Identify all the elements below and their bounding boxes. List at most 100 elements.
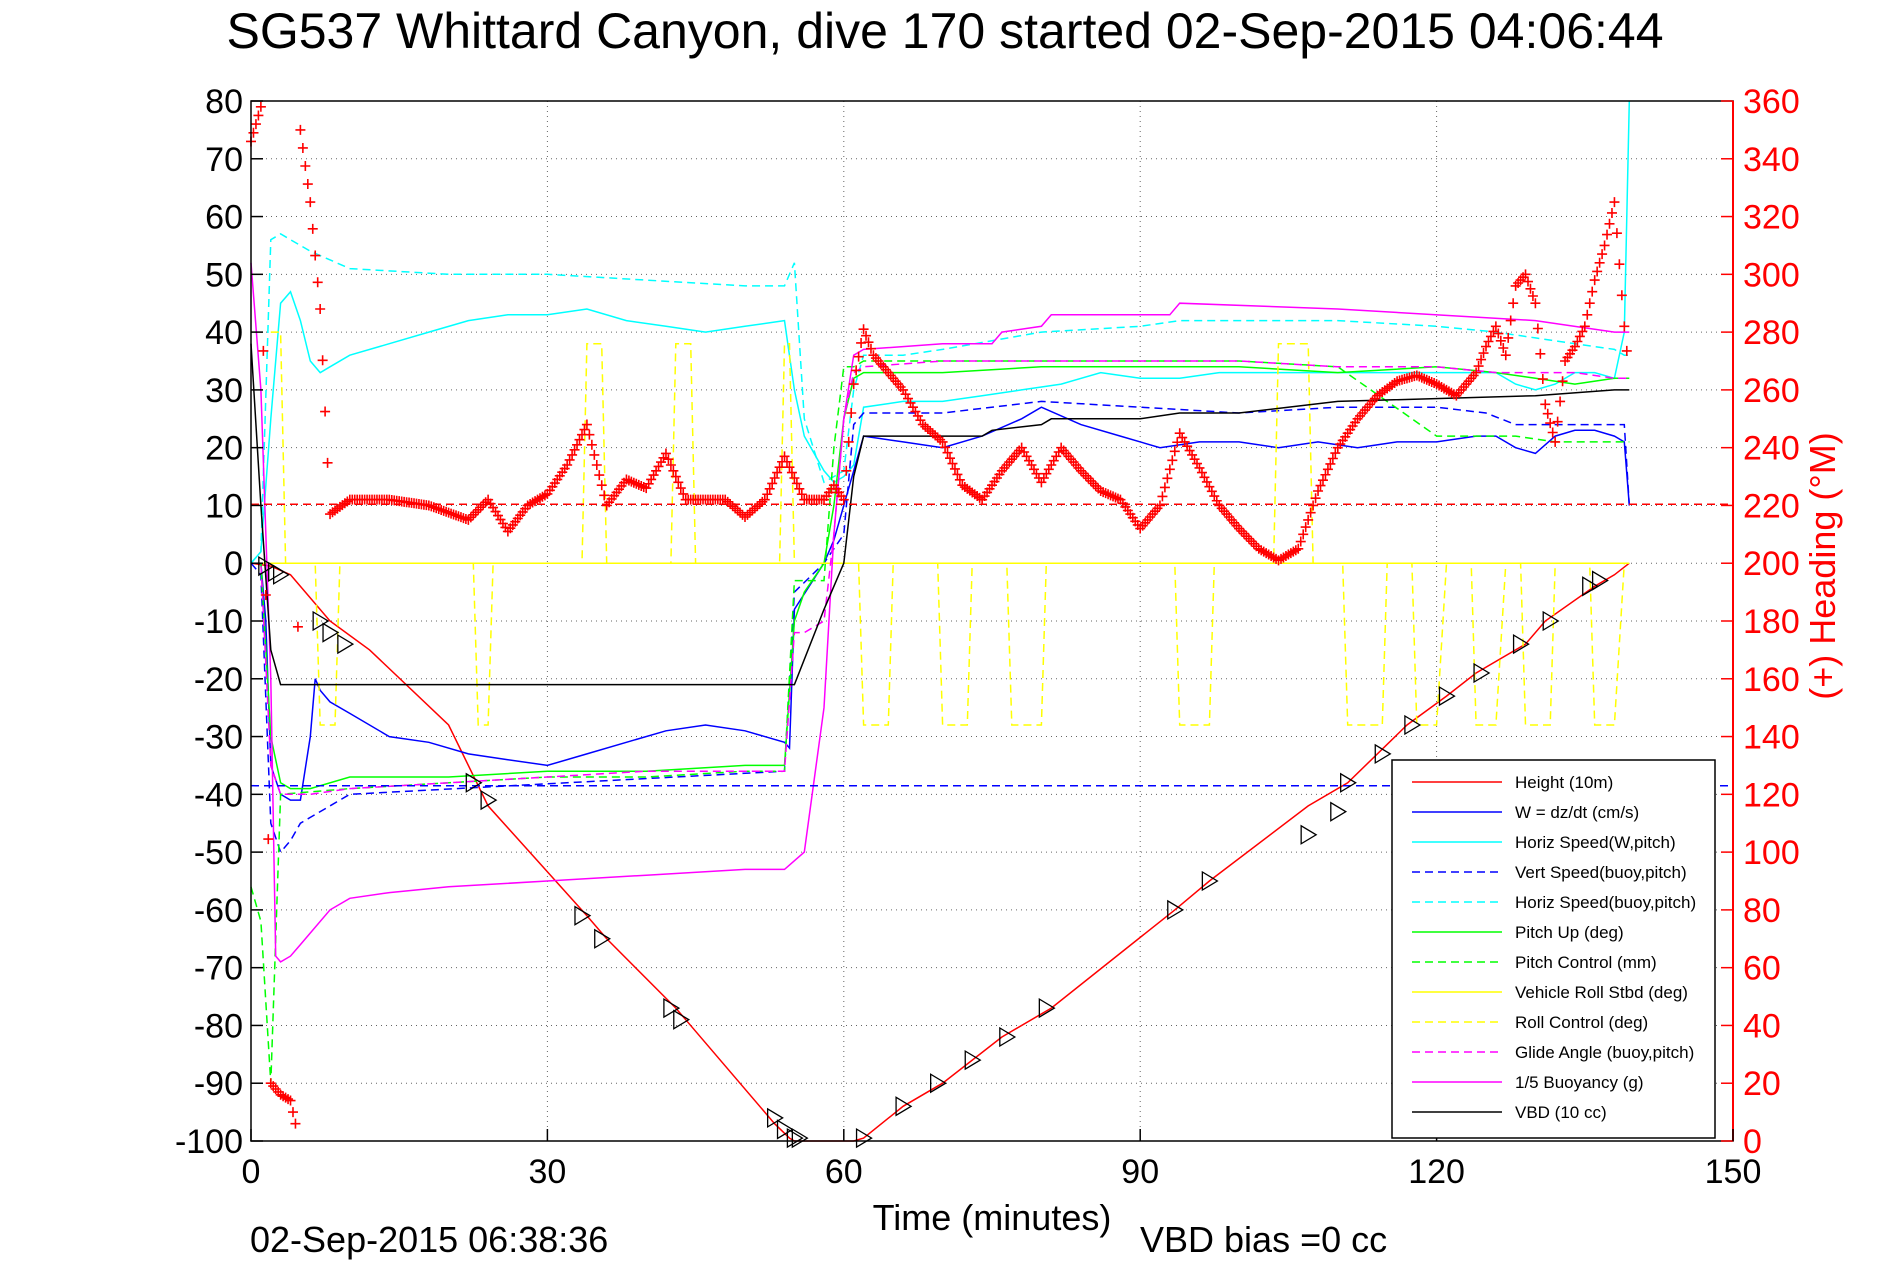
heading-point <box>1606 207 1617 218</box>
heading-point <box>952 469 963 480</box>
heading-point <box>1108 491 1119 502</box>
heading-point <box>759 494 770 505</box>
heading-point <box>912 410 923 421</box>
heading-point <box>436 504 447 515</box>
heading-point <box>940 442 951 453</box>
legend-label: Vert Speed(buoy,pitch) <box>1515 863 1687 882</box>
depth-marker <box>1038 997 1056 1019</box>
y2-tick-label: 20 <box>1743 1065 1781 1103</box>
heading-point <box>861 330 872 341</box>
heading-point <box>1041 468 1052 479</box>
heading-point <box>747 505 758 516</box>
heading-point <box>1525 283 1536 294</box>
heading-point <box>1300 522 1311 533</box>
legend-label: Roll Control (deg) <box>1515 1013 1648 1032</box>
y-tick-label: -70 <box>194 950 243 988</box>
heading-point <box>907 402 918 413</box>
legend-box <box>1391 759 1716 1139</box>
depth-marker <box>791 1127 809 1149</box>
heading-point <box>673 477 684 488</box>
depth-marker <box>1404 714 1422 736</box>
depth-marker <box>1201 870 1219 892</box>
y2-axis-label: (+) Heading (°M) <box>1802 432 1843 699</box>
heading-point <box>851 365 862 376</box>
heading-point <box>791 478 802 489</box>
heading-point <box>910 406 921 417</box>
heading-point <box>1614 259 1625 270</box>
heading-point <box>757 496 768 507</box>
heading-point <box>581 419 592 430</box>
heading-point <box>853 351 864 362</box>
heading-point <box>1530 298 1541 309</box>
y-tick-label: -50 <box>194 834 243 872</box>
heading-point <box>1547 427 1558 438</box>
y2-tick-label: 320 <box>1743 199 1800 237</box>
heading-point <box>438 505 449 516</box>
heading-point <box>1078 468 1089 479</box>
heading-point <box>722 496 733 507</box>
y2-tick-label: 180 <box>1743 603 1800 641</box>
y-tick-label: -80 <box>194 1007 243 1045</box>
y2-tick-label: 0 <box>1743 1123 1762 1161</box>
heading-point <box>285 1095 296 1106</box>
heading-point <box>1602 229 1613 240</box>
heading-point <box>1505 315 1516 326</box>
heading-point <box>930 430 941 441</box>
heading-point <box>1308 500 1319 511</box>
legend-label: Vehicle Roll Stbd (deg) <box>1515 983 1688 1002</box>
heading-point <box>651 465 662 476</box>
heading-point <box>1298 529 1309 540</box>
x-tick-label: 60 <box>825 1153 863 1191</box>
heading-point <box>656 457 667 468</box>
heading-point <box>1327 453 1338 464</box>
heading-point <box>307 223 318 234</box>
heading-point <box>725 499 736 509</box>
heading-point <box>1483 336 1494 347</box>
heading-point <box>1535 348 1546 359</box>
heading-point <box>460 513 471 524</box>
y2-tick-label: 300 <box>1743 256 1800 294</box>
heading-point <box>433 504 444 515</box>
heading-point <box>572 439 583 450</box>
heading-point <box>1201 476 1212 487</box>
heading-point <box>579 424 590 435</box>
heading-point <box>302 179 313 190</box>
heading-point <box>863 337 874 348</box>
heading-point <box>772 467 783 478</box>
heading-point <box>1234 523 1244 534</box>
heading-point <box>589 449 600 460</box>
heading-point <box>932 432 943 443</box>
y-tick-label: -40 <box>194 776 243 814</box>
legend-label: 1/5 Buoyancy (g) <box>1515 1073 1644 1092</box>
heading-point <box>1619 321 1630 332</box>
heading-point <box>794 483 805 494</box>
depth-marker <box>1374 743 1392 765</box>
heading-point <box>727 501 738 512</box>
heading-point <box>1303 514 1314 525</box>
heading-point <box>475 502 486 513</box>
heading-point <box>1572 336 1583 347</box>
heading-point <box>1206 486 1217 497</box>
depth-marker <box>786 1127 804 1149</box>
heading-point <box>564 454 575 465</box>
heading-point <box>1043 464 1054 475</box>
y2-tick-label: 240 <box>1743 430 1800 468</box>
heading-point <box>762 489 773 500</box>
chart-title: SG537 Whittard Canyon, dive 170 started … <box>226 3 1663 59</box>
heading-point <box>1488 326 1499 337</box>
y-tick-label: 40 <box>205 314 243 352</box>
heading-point <box>574 434 585 445</box>
heading-point <box>730 503 741 514</box>
heading-point <box>1611 228 1622 239</box>
legend: Height (10m) W = dz/dt (cm/s) Horiz Speed(… <box>1391 759 1716 1139</box>
heading-point <box>1083 473 1094 484</box>
heading-point <box>735 507 746 518</box>
heading-point <box>428 502 439 513</box>
y2-tick-label: 100 <box>1743 834 1800 872</box>
heading-point <box>1238 528 1249 539</box>
heading-point <box>1164 464 1175 475</box>
heading-point <box>843 436 854 447</box>
heading-point <box>1209 491 1220 502</box>
heading-point <box>1616 290 1627 301</box>
heading-point <box>1290 545 1301 556</box>
